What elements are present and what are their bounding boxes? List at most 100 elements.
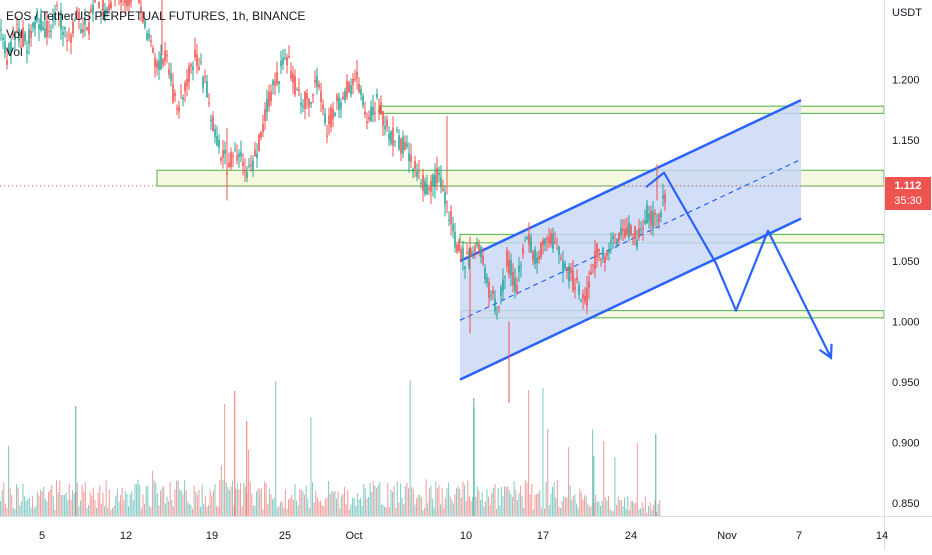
parallel-channel[interactable] [459, 98, 802, 381]
candle-body [322, 104, 324, 110]
volume-bar [347, 490, 349, 516]
candle-body [90, 8, 92, 12]
candle-body [478, 243, 480, 251]
candle-body [570, 268, 572, 274]
volume-bar [334, 490, 336, 516]
volume-bar [40, 489, 42, 516]
volume-bar [588, 507, 590, 516]
volume-bar [537, 493, 539, 516]
volume-bar [216, 506, 218, 516]
candle-body [420, 183, 422, 185]
candle-body [600, 258, 602, 260]
candle-body [292, 74, 294, 83]
volume-bar [193, 485, 195, 516]
candle-body [102, 0, 104, 11]
volume-bar [417, 495, 419, 516]
volume-bar [528, 390, 530, 516]
volume-bar [454, 494, 456, 516]
candle-body [514, 278, 516, 292]
candle-body [530, 237, 532, 252]
volume-indicator-label-2[interactable]: Vol [6, 45, 23, 59]
volume-bar [369, 482, 371, 516]
volume-bar [160, 490, 162, 516]
candle-body [384, 125, 386, 130]
projection-path[interactable] [645, 171, 832, 359]
candle-body [146, 33, 148, 40]
volume-bar [65, 492, 67, 516]
volume-bar [332, 492, 334, 516]
candle-body [92, 5, 94, 14]
candle-body [556, 248, 558, 250]
candle-body [106, 8, 108, 15]
volume-bar [230, 486, 232, 516]
candle-body [584, 295, 586, 302]
candle-body [332, 109, 334, 120]
volume-bar [184, 480, 186, 516]
volume-bar [232, 480, 234, 516]
candle-body [260, 131, 262, 138]
volume-bar [251, 494, 253, 516]
volume-bar [174, 489, 176, 516]
candle-body [24, 32, 26, 42]
candle-body [32, 22, 34, 28]
volume-bar [513, 481, 515, 516]
candle-body [156, 61, 158, 68]
candle-body [152, 47, 154, 53]
volume-bar [520, 485, 522, 516]
volume-bar [268, 488, 270, 516]
candle-body [274, 81, 276, 86]
candle-body [382, 111, 384, 126]
channel-upper-line[interactable] [459, 98, 802, 263]
candle-body [446, 201, 448, 203]
volume-bar [219, 479, 221, 516]
volume-bar [68, 483, 70, 516]
volume-bar [56, 480, 58, 516]
volume-bar [604, 497, 606, 516]
volume-bar [28, 498, 30, 516]
candle-body [154, 58, 156, 67]
volume-bar [568, 447, 570, 516]
volume-bar [387, 483, 389, 516]
volume-bar [22, 483, 24, 516]
volume-bar [536, 494, 538, 516]
volume-bar [379, 481, 381, 516]
volume-bar [313, 502, 315, 516]
candle-body [392, 127, 394, 146]
x-tick-label: 17 [537, 530, 549, 542]
candle-body [592, 264, 594, 266]
volume-bar [524, 480, 526, 516]
volume-bar [585, 496, 587, 516]
candle-body [546, 237, 548, 239]
volume-bar [142, 494, 144, 516]
candle-body [494, 298, 496, 312]
horizontal-zone[interactable] [379, 105, 885, 114]
volume-bar [344, 487, 346, 516]
volume-bar [46, 501, 48, 516]
volume-bar [505, 487, 507, 516]
candle-body [258, 134, 260, 152]
candle-body [510, 260, 512, 276]
volume-bar [161, 487, 163, 516]
channel-lower-line[interactable] [459, 217, 802, 381]
volume-bar [264, 481, 266, 516]
volume-indicator-label[interactable]: Vol [6, 27, 23, 41]
volume-bar [451, 499, 453, 516]
volume-bar [86, 507, 88, 516]
candle-body [380, 102, 382, 115]
candle-body [536, 257, 538, 264]
volume-bar [19, 505, 21, 516]
x-tick-label: 10 [460, 530, 472, 542]
volume-bar [265, 483, 267, 516]
volume-bar [289, 497, 291, 516]
candle-body [48, 30, 50, 32]
volume-bar [545, 481, 547, 516]
volume-bar [409, 380, 411, 516]
candle-body [170, 73, 172, 81]
volume-bar [6, 508, 8, 516]
volume-bar [70, 499, 72, 516]
volume-bar [576, 503, 578, 516]
volume-bar [416, 498, 418, 516]
candle-body [428, 187, 430, 190]
symbol-title[interactable]: EOS / TetherUS PERPETUAL FUTURES, 1h, BI… [6, 9, 306, 23]
